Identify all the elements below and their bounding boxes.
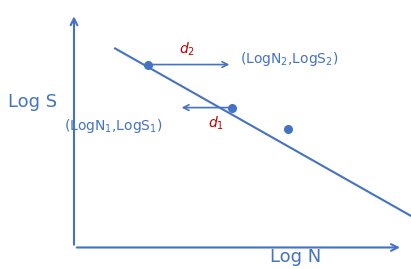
Text: $d_1$: $d_1$ bbox=[208, 114, 224, 132]
Text: Log S: Log S bbox=[8, 93, 58, 111]
Text: Log N: Log N bbox=[270, 248, 321, 266]
Text: $d_2$: $d_2$ bbox=[179, 40, 195, 58]
Text: (LogN$_1$,LogS$_1$): (LogN$_1$,LogS$_1$) bbox=[64, 117, 162, 135]
Text: (LogN$_2$,LogS$_2$): (LogN$_2$,LogS$_2$) bbox=[240, 50, 339, 68]
